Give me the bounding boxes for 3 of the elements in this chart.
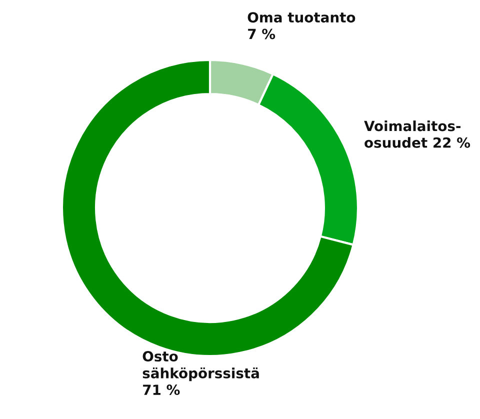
slice-label: Oma tuotanto 7 % bbox=[248, 12, 356, 40]
slice-label: Voimalaitos- osuudet 22 % bbox=[364, 120, 470, 148]
slice-label: Osto sähköpörssistä 71 % bbox=[142, 351, 259, 396]
